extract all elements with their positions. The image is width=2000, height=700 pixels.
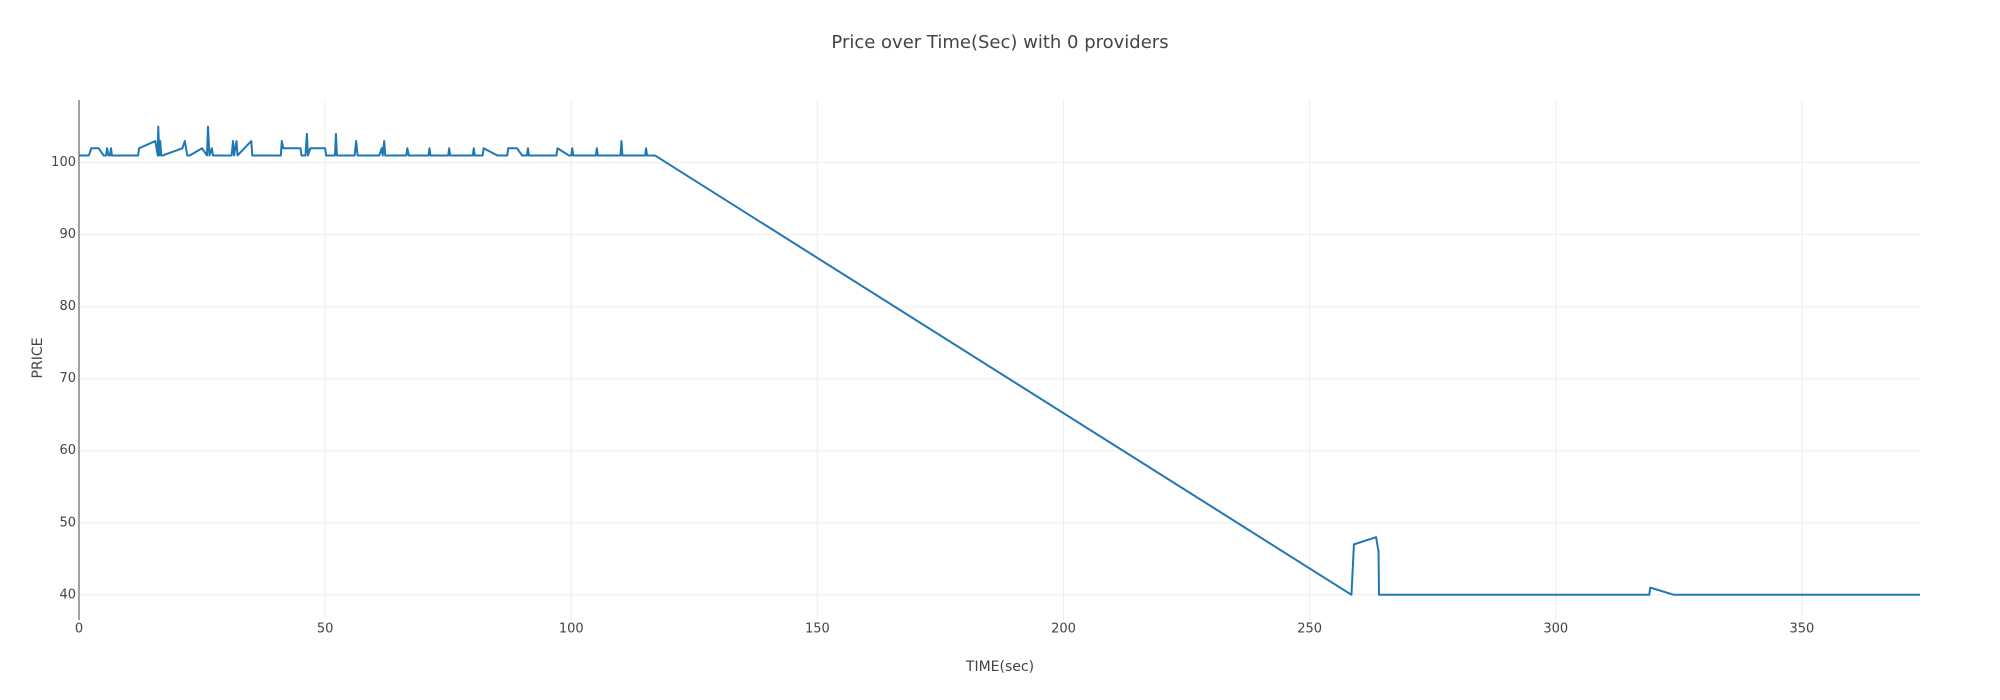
y-tick-label: 80: [59, 299, 76, 314]
x-tick-label: 100: [559, 622, 584, 637]
x-tick-label: 0: [75, 622, 83, 637]
y-tick-label: 70: [59, 371, 76, 386]
x-tick-label: 150: [805, 622, 830, 637]
x-tick-label: 350: [1789, 622, 1814, 637]
y-tick-label: 100: [51, 155, 76, 170]
y-tick-label: 40: [59, 587, 76, 602]
x-tick-label: 300: [1543, 622, 1568, 637]
x-tick-label: 250: [1297, 622, 1322, 637]
y-axis-title: PRICE: [30, 338, 46, 379]
y-tick-label: 60: [59, 443, 76, 458]
chart-title: Price over Time(Sec) with 0 providers: [831, 32, 1168, 53]
y-tick-label: 50: [59, 515, 76, 530]
line: [79, 125, 1920, 596]
x-tick-label: 200: [1051, 622, 1076, 637]
y-tick-label: 90: [59, 227, 76, 242]
x-tick-label: 50: [317, 622, 334, 637]
x-axis-title: TIME(sec): [965, 659, 1034, 675]
